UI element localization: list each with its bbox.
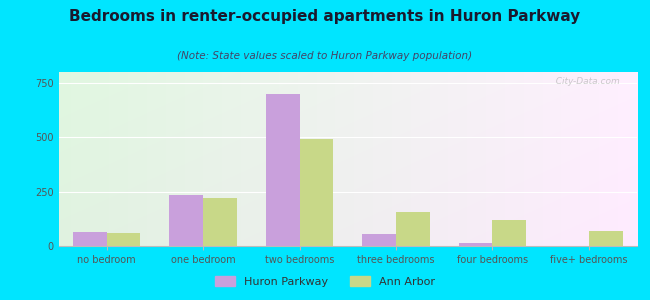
Bar bbox=[170, 195, 203, 246]
Bar bbox=[589, 231, 623, 246]
Text: Bedrooms in renter-occupied apartments in Huron Parkway: Bedrooms in renter-occupied apartments i… bbox=[70, 9, 580, 24]
Bar bbox=[203, 198, 237, 246]
Bar bbox=[107, 233, 140, 246]
Bar bbox=[493, 220, 526, 246]
Bar bbox=[266, 94, 300, 246]
Text: (Note: State values scaled to Huron Parkway population): (Note: State values scaled to Huron Park… bbox=[177, 51, 473, 61]
Bar bbox=[73, 232, 107, 246]
Bar bbox=[459, 243, 493, 246]
Bar bbox=[300, 140, 333, 246]
Bar bbox=[396, 212, 430, 246]
Bar bbox=[362, 234, 396, 246]
Text: City-Data.com: City-Data.com bbox=[550, 77, 619, 86]
Legend: Huron Parkway, Ann Arbor: Huron Parkway, Ann Arbor bbox=[211, 272, 439, 291]
